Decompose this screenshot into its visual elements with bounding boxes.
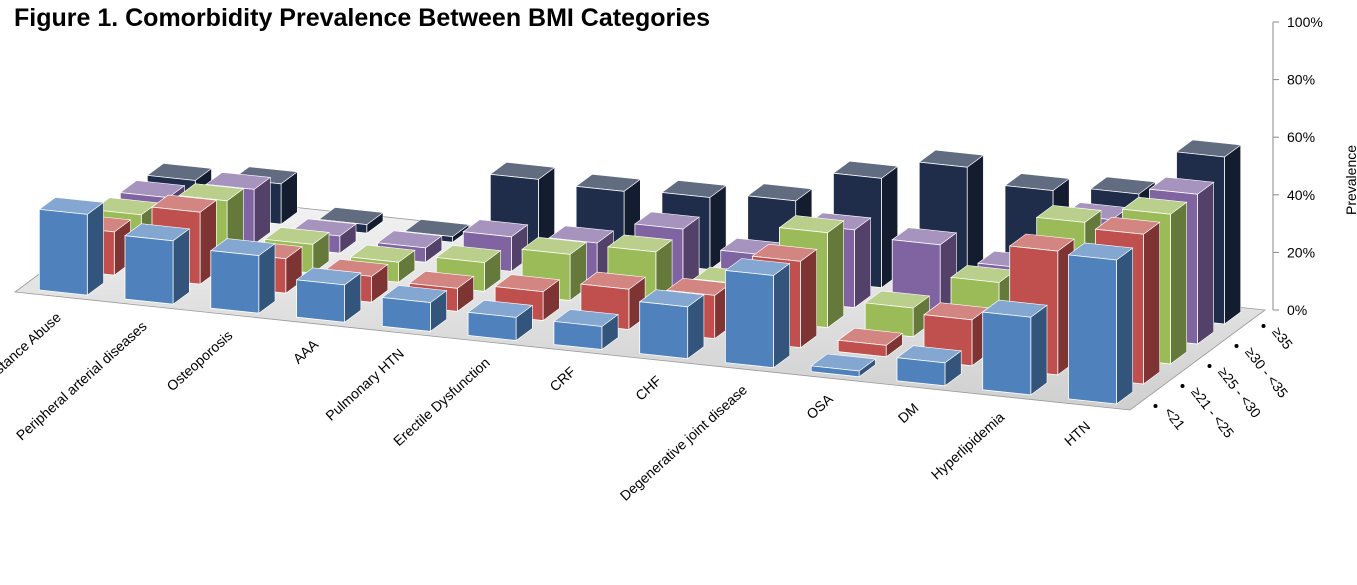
bar-group	[124, 223, 191, 305]
bar	[467, 311, 517, 341]
bar-side	[1170, 201, 1187, 365]
bar-group	[553, 309, 619, 351]
bar	[982, 311, 1032, 396]
y-tick-label: 20%	[1287, 244, 1315, 260]
bar-group	[210, 238, 276, 314]
series-bullet	[1153, 404, 1158, 408]
x-tick-label: OSA	[803, 390, 836, 422]
bar	[837, 339, 887, 358]
x-tick-label: Erectile Dysfunction	[390, 354, 493, 449]
series-bullet	[1207, 364, 1212, 368]
bar-group	[1067, 242, 1134, 405]
series-label: <21	[1161, 404, 1188, 433]
series-bullet	[1180, 384, 1185, 388]
bar	[896, 357, 946, 387]
bar-side	[1197, 181, 1214, 345]
bar	[381, 297, 431, 332]
x-tick-label: Pulmonary HTN	[322, 345, 407, 424]
bar-group	[837, 327, 904, 358]
x-tick-label: AAA	[290, 336, 322, 367]
bar-group	[38, 197, 105, 296]
y-tick-label: 100%	[1287, 14, 1323, 30]
bar-side	[854, 217, 872, 309]
y-axis-title: Prevalence	[1343, 145, 1357, 215]
series-bullet	[1234, 344, 1239, 348]
bar-group	[724, 258, 791, 369]
chart-title: Figure 1. Comorbidity Prevalence Between…	[14, 4, 710, 32]
bar-side	[172, 228, 190, 305]
bar-side	[87, 201, 104, 296]
bar-group	[295, 267, 362, 323]
x-tick-label: CHF	[632, 372, 664, 403]
bar-group	[638, 289, 705, 360]
y-tick-label: 60%	[1287, 129, 1315, 145]
bar-side	[1116, 247, 1133, 405]
bar-group	[810, 353, 877, 378]
bar-side	[800, 248, 818, 349]
bar-group	[981, 299, 1048, 396]
x-tick-label: Degenerative joint disease	[617, 381, 750, 503]
x-tick-label: HTN	[1061, 418, 1093, 449]
bar-side	[773, 262, 791, 369]
bar	[639, 301, 689, 360]
y-tick-label: 80%	[1287, 72, 1315, 88]
x-tick-label: Hyperlipidemia	[928, 409, 1008, 483]
bar-group	[381, 285, 448, 332]
y-tick-label: 40%	[1287, 187, 1315, 203]
bar	[725, 270, 774, 369]
bar	[210, 250, 260, 314]
bar-side	[1224, 144, 1241, 325]
bar	[810, 365, 860, 378]
bar-side	[1143, 221, 1160, 385]
bar-group	[494, 274, 561, 322]
x-tick-label: Substance Abuse	[0, 309, 64, 394]
series-label: ≥35	[1269, 324, 1296, 352]
bar-side	[827, 220, 845, 329]
series-bullet	[1261, 324, 1266, 328]
bar	[38, 208, 88, 296]
bar	[553, 320, 603, 350]
x-tick-label: CRF	[546, 363, 578, 394]
bar	[1068, 254, 1117, 405]
x-tick-label: DM	[895, 400, 922, 426]
bar	[296, 279, 346, 323]
bar-group	[467, 299, 534, 342]
bar-group	[864, 290, 931, 338]
bar-side	[1030, 304, 1048, 396]
y-tick-label: 0%	[1287, 302, 1307, 318]
bar	[124, 235, 174, 305]
bar-group	[896, 345, 962, 387]
x-tick-label: Osteoporosis	[163, 327, 235, 394]
